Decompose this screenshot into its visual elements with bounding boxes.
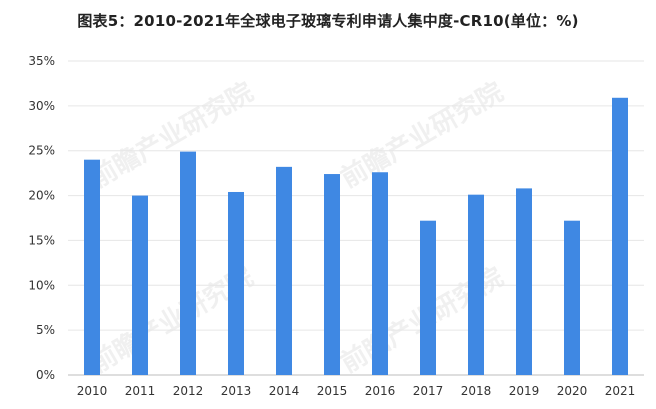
- bar-2010: [84, 159, 100, 375]
- y-tick-label: 10%: [28, 278, 55, 292]
- x-tick-label: 2015: [317, 384, 348, 398]
- x-tick-label: 2013: [221, 384, 252, 398]
- y-tick-label: 5%: [36, 323, 55, 337]
- y-tick-label: 20%: [28, 189, 55, 203]
- bar-2013: [228, 191, 244, 375]
- bar-2020: [564, 220, 580, 375]
- chart-title: 图表5：2010-2021年全球电子玻璃专利申请人集中度-CR10(单位：%): [77, 12, 579, 30]
- y-tick-label: 30%: [28, 99, 55, 113]
- bar-2016: [372, 172, 388, 375]
- bar-2021: [612, 97, 628, 375]
- x-tick-label: 2011: [125, 384, 156, 398]
- bars: [84, 97, 628, 375]
- x-tick-label: 2010: [77, 384, 108, 398]
- y-tick-label: 25%: [28, 144, 55, 158]
- y-tick-label: 0%: [36, 368, 55, 382]
- bar-2018: [468, 194, 484, 375]
- bar-2019: [516, 188, 532, 375]
- bar-2014: [276, 166, 292, 375]
- x-tick-label: 2017: [413, 384, 444, 398]
- gridlines: [68, 60, 644, 376]
- x-tick-label: 2018: [461, 384, 492, 398]
- x-tick-label: 2012: [173, 384, 204, 398]
- bar-2011: [132, 195, 148, 375]
- x-tick-label: 2021: [605, 384, 636, 398]
- y-tick-label: 35%: [28, 54, 55, 68]
- x-tick-label: 2019: [509, 384, 540, 398]
- x-tick-label: 2014: [269, 384, 300, 398]
- bar-2017: [420, 220, 436, 375]
- x-tick-label: 2020: [557, 384, 588, 398]
- x-tick-label: 2016: [365, 384, 396, 398]
- x-axis: 2010 2011 2012 2013 2014 2015 2016 2017 2018 2019…: [77, 384, 636, 398]
- y-tick-label: 15%: [28, 233, 55, 247]
- y-axis: 0% 5% 10% 15% 20% 25% 30% 35%: [28, 54, 55, 382]
- bar-2012: [180, 151, 196, 375]
- bar-2015: [324, 174, 340, 375]
